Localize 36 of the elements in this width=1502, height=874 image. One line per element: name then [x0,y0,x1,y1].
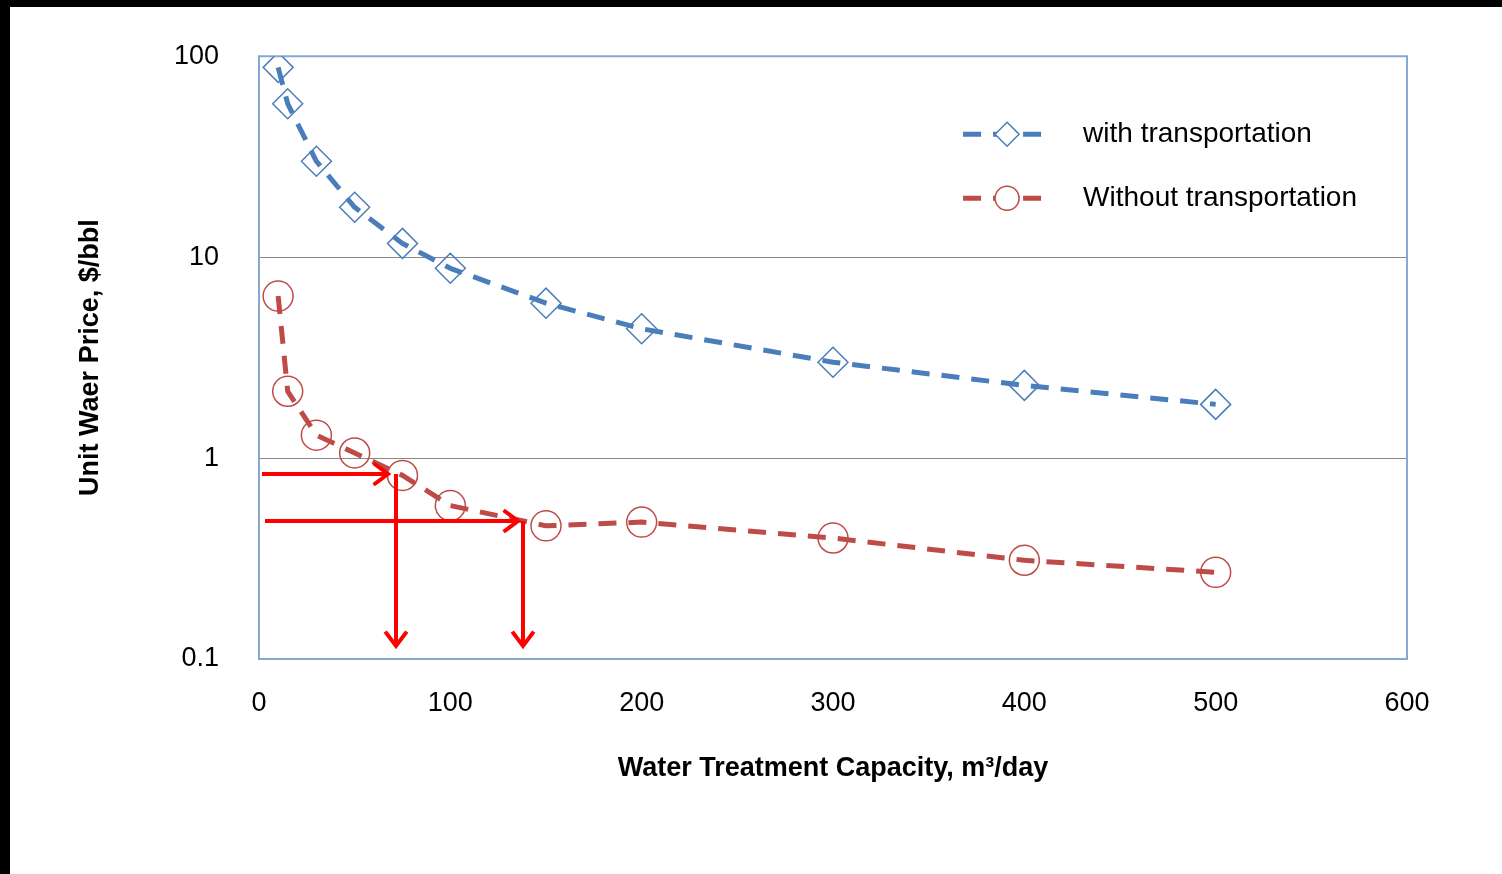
point [271,87,304,120]
x-tick-label: 600 [1384,686,1430,717]
point [434,489,467,522]
point [625,313,658,345]
y-tick-label: 10 [188,240,219,271]
point [386,459,419,492]
legend-label: Without transportation [1083,180,1358,212]
y-tick-label: 1 [203,441,219,472]
x-tick-label: 100 [427,686,473,717]
legend-label: with transportation [1082,116,1312,148]
y-tick-label: 100 [173,39,219,70]
x-tick-label: 300 [810,686,856,717]
point [817,346,849,378]
point [386,227,419,260]
point [1199,388,1232,421]
y-axis-title: Unit Waer Price, $/bbl [73,219,104,496]
x-axis-title: Water Treatment Capacity, m³/day [617,752,1049,783]
point [530,510,562,542]
point [434,252,467,285]
point [625,506,658,538]
point [300,145,333,178]
point [1008,369,1041,402]
point [300,419,333,451]
point [817,522,849,554]
x-tick-label: 500 [1193,686,1239,717]
point [530,287,562,319]
x-tick-label: 200 [619,686,665,717]
y-tick-label: 0.1 [181,642,219,673]
point [338,437,371,469]
point [271,375,304,408]
x-tick-label: 400 [1001,686,1047,717]
point [1199,556,1232,589]
point [338,191,371,224]
x-tick-label: 0 [251,686,267,717]
point [1008,544,1041,577]
point [262,280,294,312]
